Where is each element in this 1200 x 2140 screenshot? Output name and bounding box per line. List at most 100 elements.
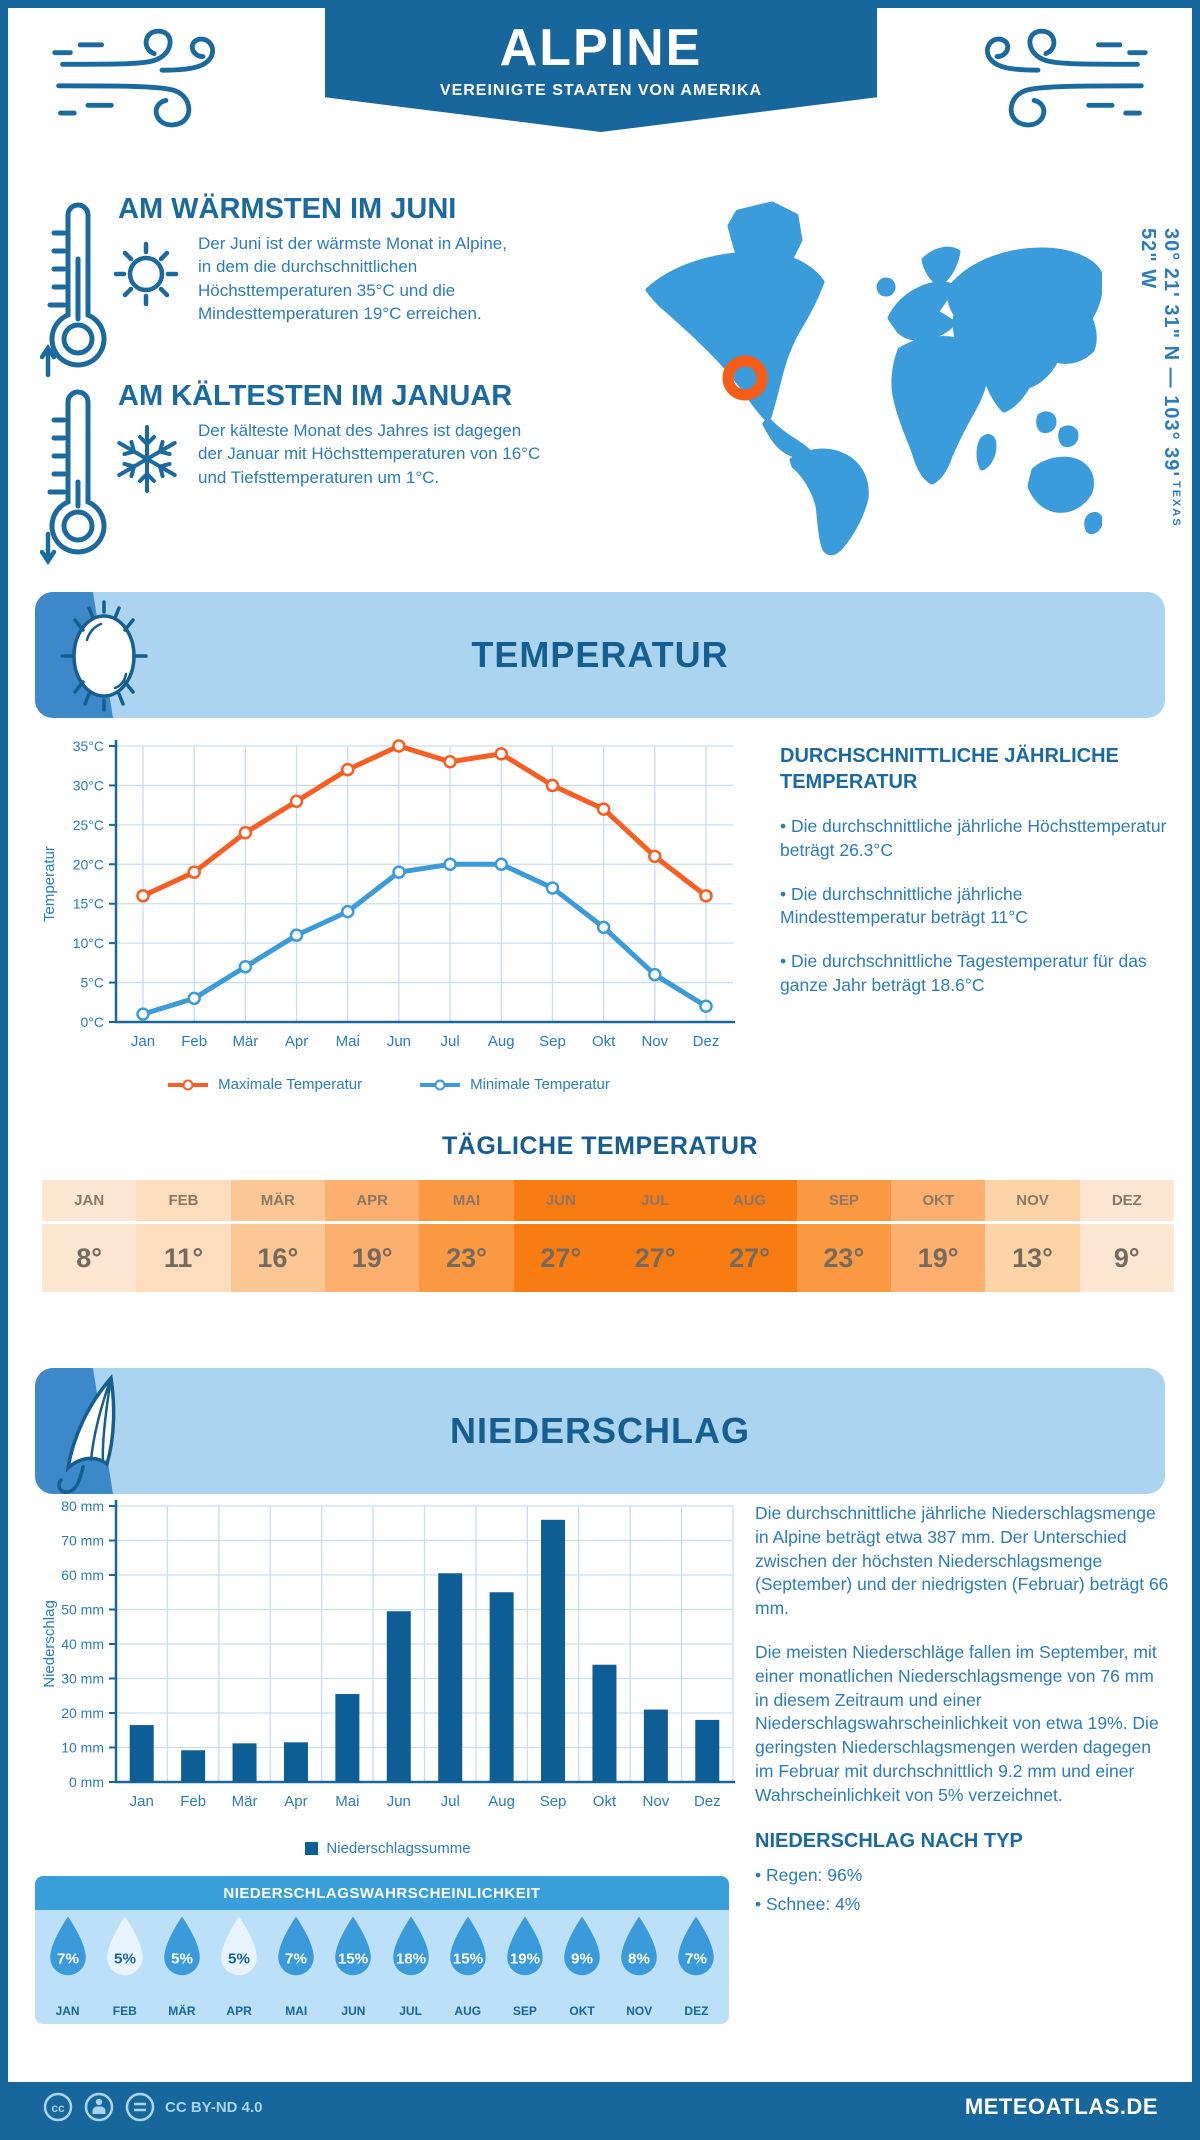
precipitation-chart-legend: Niederschlagssumme bbox=[108, 1840, 668, 1857]
precipitation-banner-title: NIEDERSCHLAG bbox=[449, 1410, 751, 1451]
svg-text:Okt: Okt bbox=[593, 1793, 617, 1810]
svg-text:Temperatur: Temperatur bbox=[41, 846, 58, 922]
warmest-title: AM WÄRMSTEN IM JUNI bbox=[118, 193, 457, 225]
precipitation-type-bullet: • Schnee: 4% bbox=[755, 1894, 861, 1915]
svg-text:Dez: Dez bbox=[693, 1033, 720, 1050]
raindrop-icon: 5% bbox=[221, 1916, 257, 1976]
daily-month-label: DEZ bbox=[1079, 1180, 1174, 1224]
precipitation-banner: NIEDERSCHLAG bbox=[35, 1368, 1165, 1494]
svg-text:Apr: Apr bbox=[285, 1033, 308, 1050]
svg-text:cc: cc bbox=[51, 2101, 65, 2115]
precipitation-type-bullet: • Regen: 96% bbox=[755, 1864, 863, 1885]
daily-temperature-table: JAN FEB MÄR APR MAI JUN JUL AUG SEP OKT NOV DEZ 8° 11… bbox=[42, 1180, 1174, 1292]
svg-text:5%: 5% bbox=[114, 1951, 136, 1968]
svg-text:Aug: Aug bbox=[488, 1793, 515, 1810]
svg-text:19%: 19% bbox=[510, 1951, 541, 1968]
wind-icon bbox=[52, 28, 216, 128]
svg-text:80 mm: 80 mm bbox=[61, 1498, 104, 1514]
svg-text:Mär: Mär bbox=[232, 1793, 258, 1810]
annual-temperature-column: DURCHSCHNITTLICHE JÄHRLICHE TEMPERATUR •… bbox=[780, 743, 1172, 1018]
region-label: TEXAS bbox=[1170, 481, 1182, 528]
svg-text:0°C: 0°C bbox=[81, 1014, 105, 1030]
raindrop-icon: 15% bbox=[449, 1916, 486, 1976]
probability-drop: 7% JAN bbox=[39, 1914, 96, 2018]
svg-text:20°C: 20°C bbox=[73, 856, 104, 872]
svg-text:7%: 7% bbox=[57, 1951, 79, 1968]
temperature-banner-title: TEMPERATUR bbox=[471, 634, 729, 675]
svg-text:15°C: 15°C bbox=[73, 896, 104, 912]
svg-text:8%: 8% bbox=[628, 1951, 650, 1968]
legend-line-marker bbox=[420, 1079, 461, 1090]
probability-drop: 5% FEB bbox=[96, 1914, 153, 2018]
svg-text:50 mm: 50 mm bbox=[61, 1602, 104, 1618]
precipitation-probability-panel: NIEDERSCHLAGSWAHRSCHEINLICHKEIT 7% JAN 5… bbox=[35, 1876, 729, 2024]
svg-text:7%: 7% bbox=[285, 1951, 307, 1968]
probability-heading: NIEDERSCHLAGSWAHRSCHEINLICHKEIT bbox=[35, 1876, 729, 1910]
svg-text:Jun: Jun bbox=[387, 1033, 411, 1050]
probability-drops-row: 7% JAN 5% FEB 5% MÄR 5% APR 7% MAI bbox=[35, 1910, 729, 2024]
probability-drop: 5% MÄR bbox=[153, 1914, 210, 2018]
daily-month-label: JAN bbox=[42, 1180, 137, 1224]
probability-drop: 9% OKT bbox=[554, 1914, 611, 2018]
probability-drop: 15% JUN bbox=[325, 1914, 382, 2018]
daily-temp-value: 27° bbox=[702, 1224, 797, 1292]
snowflake-icon bbox=[117, 425, 177, 493]
cc-icon: cc bbox=[43, 2092, 73, 2122]
raindrop-icon: 19% bbox=[507, 1916, 543, 1976]
daily-temp-value: 16° bbox=[230, 1224, 325, 1292]
svg-text:5%: 5% bbox=[171, 1951, 193, 1968]
svg-text:7%: 7% bbox=[685, 1951, 707, 1968]
svg-text:10 mm: 10 mm bbox=[61, 1740, 104, 1756]
daily-temp-value: 27° bbox=[608, 1224, 703, 1292]
legend-item: Minimale Temperatur bbox=[418, 1076, 610, 1093]
precipitation-bar-chart: 0 mm 10 mm 20 mm 30 mm 40 mm 50 mm 60 mm 70 mm 8… bbox=[38, 1490, 750, 1835]
daily-temp-value: 23° bbox=[796, 1224, 891, 1292]
temperature-chart-legend: Maximale Temperatur Minimale Temperatur bbox=[108, 1076, 668, 1093]
svg-text:Jan: Jan bbox=[131, 1033, 155, 1050]
warmest-text: Der Juni ist der wärmste Monat in Alpine… bbox=[198, 234, 507, 324]
world-map bbox=[645, 201, 1102, 556]
precipitation-by-type-heading: NIEDERSCHLAG NACH TYP bbox=[755, 1829, 1023, 1852]
sun-icon bbox=[113, 241, 179, 307]
svg-text:Nov: Nov bbox=[643, 1793, 670, 1810]
daily-month-label: MAI bbox=[419, 1180, 514, 1224]
warmest-month-fact: AM WÄRMSTEN IM JUNI Der Juni ist der wär… bbox=[40, 193, 640, 378]
raindrop-icon: 8% bbox=[621, 1916, 658, 1976]
raindrop-icon: 18% bbox=[392, 1916, 429, 1976]
daily-month-label: FEB bbox=[136, 1180, 231, 1224]
svg-text:Jul: Jul bbox=[441, 1793, 460, 1810]
daily-temp-value: 27° bbox=[513, 1224, 608, 1292]
raindrop-icon: 5% bbox=[106, 1916, 143, 1976]
daily-temp-value: 9° bbox=[1079, 1224, 1174, 1292]
daily-month-label: JUN bbox=[513, 1180, 608, 1224]
footer: cc CC BY-ND 4.0 METEOATLAS.DE bbox=[8, 2082, 1192, 2132]
temperature-banner: TEMPERATUR bbox=[35, 592, 1165, 718]
daily-month-label: APR bbox=[325, 1180, 420, 1224]
annual-bullet: • Die durchschnittliche jährliche Mindes… bbox=[780, 883, 1028, 928]
sun-banner-icon bbox=[60, 600, 148, 712]
svg-text:Sep: Sep bbox=[539, 1033, 566, 1050]
daily-temp-value: 19° bbox=[325, 1224, 420, 1292]
daily-temp-value: 8° bbox=[42, 1224, 137, 1292]
cc-by-person-icon bbox=[84, 2092, 114, 2122]
page-subtitle: VEREINIGTE STAATEN VON AMERIKA bbox=[439, 82, 763, 99]
svg-text:Jan: Jan bbox=[130, 1793, 154, 1810]
svg-text:Jun: Jun bbox=[387, 1793, 411, 1810]
svg-text:18%: 18% bbox=[395, 1951, 426, 1968]
svg-text:15%: 15% bbox=[453, 1951, 484, 1968]
probability-drop: 7% MAI bbox=[268, 1914, 325, 2018]
svg-text:Apr: Apr bbox=[284, 1793, 307, 1810]
svg-text:25°C: 25°C bbox=[73, 817, 104, 833]
raindrop-icon: 7% bbox=[678, 1916, 715, 1976]
cc-nd-icon bbox=[125, 2092, 155, 2122]
daily-temperature-heading: TÄGLICHE TEMPERATUR bbox=[442, 1132, 758, 1160]
probability-drop: 19% SEP bbox=[496, 1914, 553, 2018]
license-block: cc CC BY-ND 4.0 bbox=[42, 2091, 263, 2123]
probability-drop: 5% APR bbox=[211, 1914, 268, 2018]
raindrop-icon: 15% bbox=[335, 1916, 372, 1976]
precipitation-paragraph: Die durchschnittliche jährliche Niedersc… bbox=[755, 1503, 1169, 1619]
site-name: METEOATLAS.DE bbox=[964, 2094, 1158, 2119]
coldest-title: AM KÄLTESTEN IM JANUAR bbox=[118, 380, 513, 412]
daily-month-label: MÄR bbox=[230, 1180, 325, 1224]
